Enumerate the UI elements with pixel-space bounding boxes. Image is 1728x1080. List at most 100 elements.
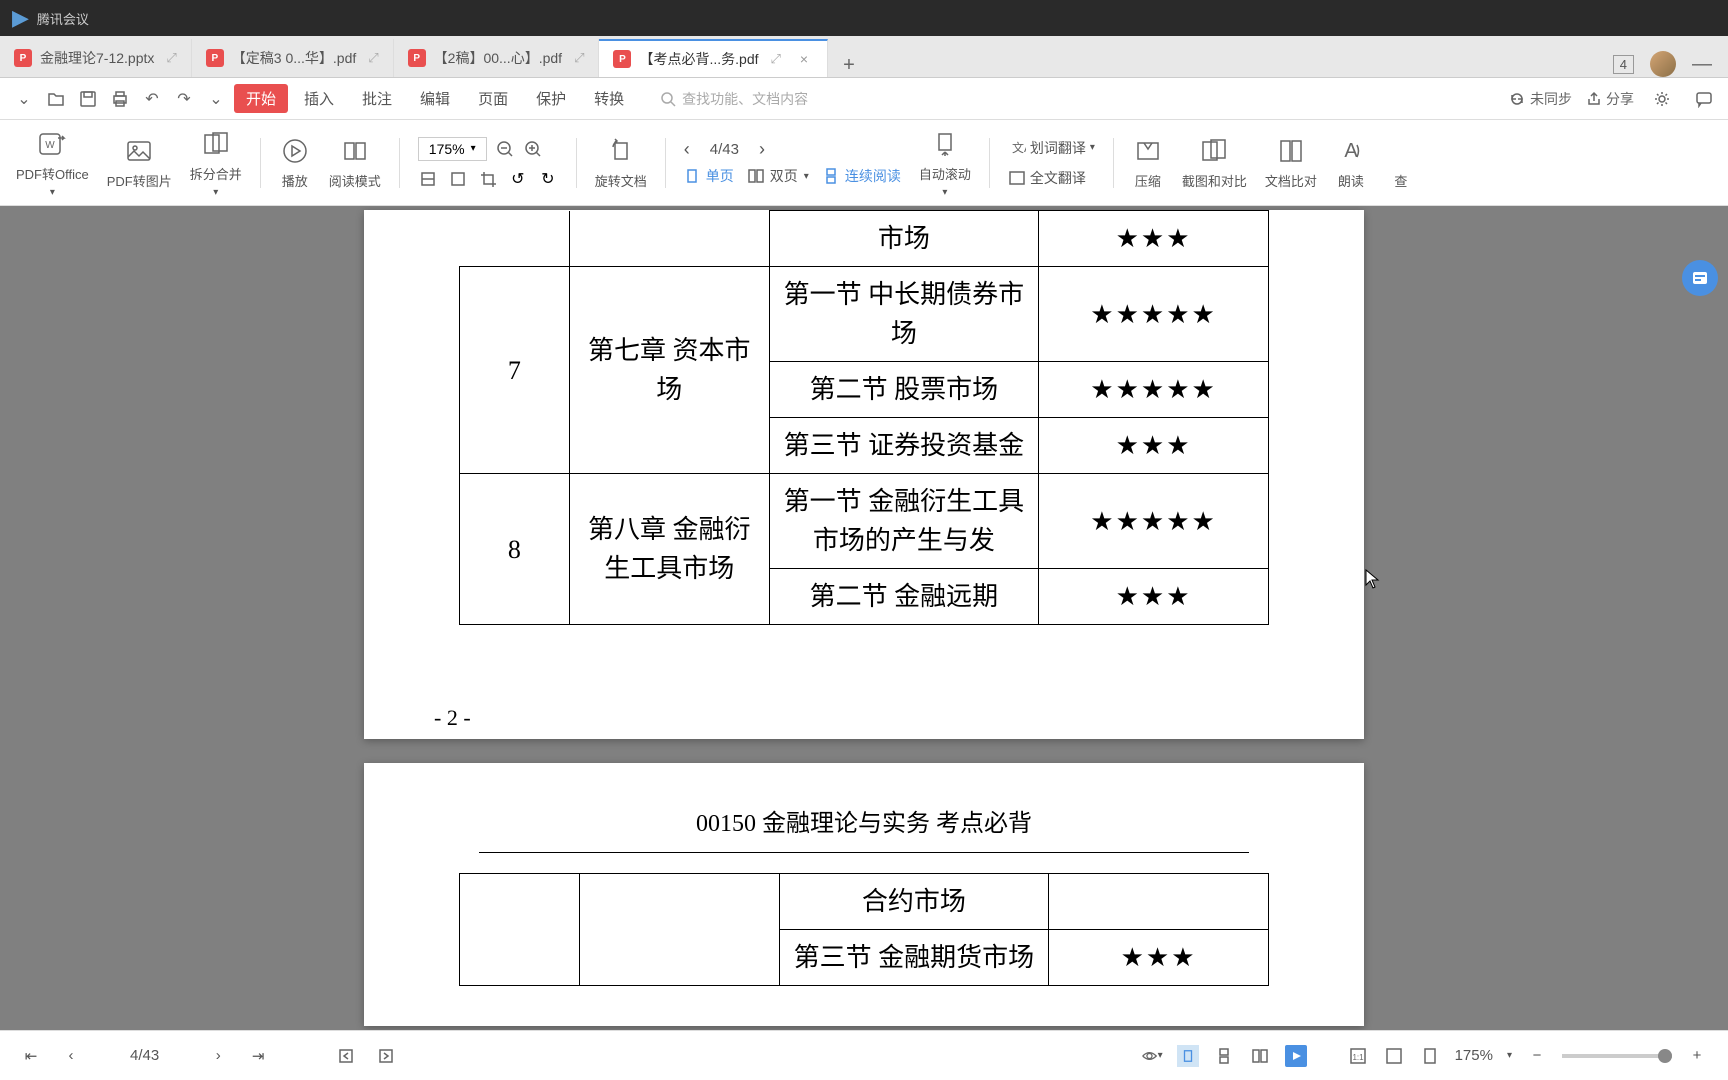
fit-width-button[interactable]	[1383, 1045, 1405, 1067]
menu-page[interactable]: 页面	[466, 84, 520, 113]
titlebar: ▶ 腾讯会议	[0, 0, 1728, 36]
fit-width-icon[interactable]	[418, 169, 438, 189]
minimize-button[interactable]: —	[1692, 53, 1712, 76]
user-avatar[interactable]	[1650, 51, 1676, 77]
table-cell-stars: ★★★	[1039, 418, 1269, 474]
full-translate-button[interactable]: 全文翻译	[1008, 168, 1095, 188]
ribbon-toolbar: W PDF转Office▾ PDF转图片 拆分合并▾ 播放 阅读模式 175% …	[0, 120, 1728, 206]
settings-icon[interactable]	[1648, 85, 1676, 113]
prev-page-button[interactable]: ‹	[60, 1045, 82, 1067]
status-bar: ⇤ ‹ 4/43 › ⇥ ▾ 1:1 175%▾ − +	[0, 1030, 1728, 1080]
menu-protect[interactable]: 保护	[524, 84, 578, 113]
tab-label: 【定稿3 0...华】.pdf	[232, 48, 356, 68]
rotate-right-icon[interactable]: ↻	[538, 169, 558, 189]
table-cell: 合约市场	[779, 874, 1049, 930]
menu-convert[interactable]: 转换	[582, 84, 636, 113]
split-merge-button[interactable]: 拆分合并▾	[190, 128, 242, 198]
pdf-to-office-button[interactable]: W PDF转Office▾	[16, 128, 89, 198]
tab-ext-icon: ⤢	[166, 50, 176, 66]
float-assist-button[interactable]	[1682, 260, 1718, 296]
tab-file-4[interactable]: P 【考点必背...务.pdf ⤢ ×	[599, 39, 827, 77]
table-cell: 第一节 金融衍生工具市场的产生与发	[769, 474, 1039, 569]
status-page-indicator[interactable]: 4/43	[130, 1047, 159, 1064]
menu-chevron-icon[interactable]: ⌄	[10, 85, 38, 113]
table-cell-stars: ★★★	[1039, 569, 1269, 625]
view-single-icon[interactable]	[1177, 1045, 1199, 1067]
eye-protect-button[interactable]: ▾	[1141, 1045, 1163, 1067]
feedback-icon[interactable]	[1690, 85, 1718, 113]
menu-insert[interactable]: 插入	[292, 84, 346, 113]
last-page-button[interactable]: ⇥	[247, 1045, 269, 1067]
page-indicator[interactable]: 4/43	[710, 141, 739, 158]
add-tab-button[interactable]: +	[828, 54, 870, 77]
pdf-icon: P	[408, 49, 426, 67]
zoom-in-button[interactable]: +	[1686, 1045, 1708, 1067]
tab-ext-icon: ⤢	[368, 50, 378, 66]
tab-file-1[interactable]: P 金融理论7-12.pptx ⤢	[0, 39, 192, 77]
tab-file-3[interactable]: P 【2稿】00...心】.pdf ⤢	[394, 39, 600, 77]
rotate-left-icon[interactable]: ↺	[508, 169, 528, 189]
menu-edit[interactable]: 编辑	[408, 84, 462, 113]
sync-status[interactable]: 未同步	[1508, 89, 1572, 109]
search-box[interactable]: 查找功能、文档内容	[660, 89, 808, 109]
doc-compare-button[interactable]: 文档比对	[1265, 135, 1317, 190]
table-cell-stars	[1049, 874, 1269, 930]
read-aloud-button[interactable]: A 朗读	[1335, 135, 1367, 190]
svg-text:1:1: 1:1	[1352, 1053, 1364, 1062]
pdf-to-image-button[interactable]: PDF转图片	[107, 135, 172, 190]
double-page-mode[interactable]: 双页▾	[748, 166, 809, 186]
svg-text:W: W	[46, 140, 56, 151]
auto-scroll-button[interactable]: 自动滚动▾	[919, 128, 971, 198]
fit-page-button[interactable]	[1419, 1045, 1441, 1067]
first-page-button[interactable]: ⇤	[20, 1045, 42, 1067]
print-icon[interactable]	[106, 85, 134, 113]
zoom-out-button[interactable]	[495, 139, 515, 159]
check-button[interactable]: 查	[1385, 135, 1417, 190]
zoom-in-button[interactable]	[523, 139, 543, 159]
svg-text:A: A	[1344, 140, 1358, 162]
status-zoom-value[interactable]: 175%	[1455, 1047, 1493, 1064]
play-button[interactable]: 播放	[279, 135, 311, 190]
prev-page-button[interactable]: ‹	[684, 139, 690, 160]
crop-icon[interactable]	[478, 169, 498, 189]
table-cell-stars: ★★★★★	[1039, 362, 1269, 418]
tab-label: 【考点必背...务.pdf	[639, 49, 758, 69]
open-file-icon[interactable]	[42, 85, 70, 113]
menu-start[interactable]: 开始	[234, 84, 288, 113]
nav-forward-button[interactable]	[375, 1045, 397, 1067]
redo-icon[interactable]: ↷	[170, 85, 198, 113]
more-chevron-icon[interactable]: ⌄	[202, 85, 230, 113]
read-mode-button[interactable]: 阅读模式	[329, 135, 381, 190]
search-placeholder: 查找功能、文档内容	[682, 89, 808, 109]
fit-page-icon[interactable]	[448, 169, 468, 189]
view-double-icon[interactable]	[1249, 1045, 1271, 1067]
rotate-doc-button[interactable]: 旋转文档	[595, 135, 647, 190]
undo-icon[interactable]: ↶	[138, 85, 166, 113]
document-viewport[interactable]: 成就愿景 CHENGJIU YUAN JING 市场 ★★★ 7 第七章 资本市…	[0, 206, 1728, 1030]
svg-text:文A: 文A	[1012, 140, 1026, 155]
continuous-mode[interactable]: 连续阅读	[823, 166, 901, 186]
next-page-button[interactable]: ›	[759, 139, 765, 160]
view-continuous-icon[interactable]	[1213, 1045, 1235, 1067]
share-button[interactable]: 分享	[1586, 89, 1634, 109]
tab-file-2[interactable]: P 【定稿3 0...华】.pdf ⤢	[192, 39, 394, 77]
tab-label: 金融理论7-12.pptx	[40, 48, 154, 68]
presentation-button[interactable]	[1285, 1045, 1307, 1067]
compress-button[interactable]: 压缩	[1132, 135, 1164, 190]
fit-1-1-button[interactable]: 1:1	[1347, 1045, 1369, 1067]
close-tab-button[interactable]: ×	[795, 50, 813, 68]
menu-bar: ⌄ ↶ ↷ ⌄ 开始 插入 批注 编辑 页面 保护 转换 查找功能、文档内容 未…	[0, 78, 1728, 120]
tab-label: 【2稿】00...心】.pdf	[434, 48, 562, 68]
zoom-out-button[interactable]: −	[1526, 1045, 1548, 1067]
word-translate-button[interactable]: 文A划词翻译▾	[1008, 138, 1095, 158]
tab-ext-icon: ⤢	[771, 51, 781, 67]
next-page-button[interactable]: ›	[207, 1045, 229, 1067]
tab-count-badge[interactable]: 4	[1613, 55, 1634, 74]
zoom-slider[interactable]	[1562, 1054, 1672, 1058]
single-page-mode[interactable]: 单页	[684, 166, 734, 186]
zoom-value[interactable]: 175% ▾	[418, 137, 487, 161]
menu-annotate[interactable]: 批注	[350, 84, 404, 113]
save-icon[interactable]	[74, 85, 102, 113]
nav-back-button[interactable]	[335, 1045, 357, 1067]
screenshot-compare-button[interactable]: 截图和对比	[1182, 135, 1247, 190]
